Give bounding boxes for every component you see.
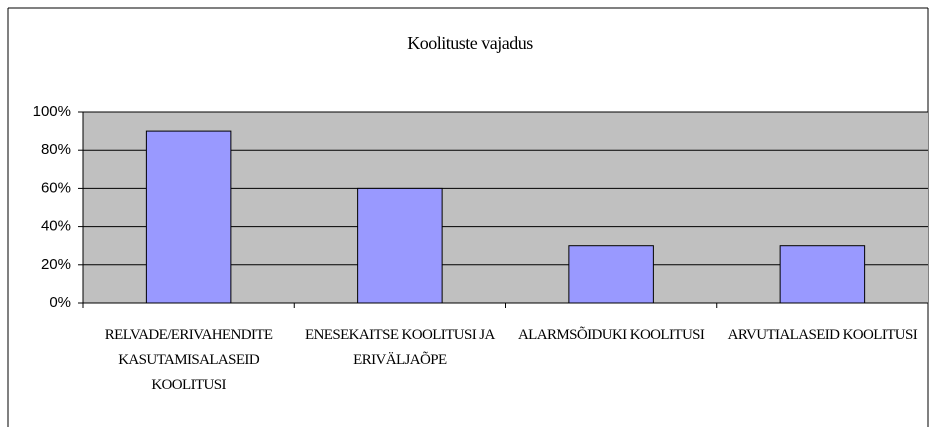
y-tick-label: 20% xyxy=(41,256,71,273)
y-tick-label: 80% xyxy=(41,141,71,158)
x-tick-label: ALARMSÕIDUKI KOOLITUSI xyxy=(517,327,705,343)
x-tick-label: RELVADE/ERIVAHENDITE KASUTAMISALASEID KO… xyxy=(104,327,273,393)
y-tick-label: 0% xyxy=(49,294,71,311)
x-tick-label: ENESEKAITSE KOOLITUSI JA ERIVÄLJAÕPE xyxy=(305,327,495,368)
y-tick-label: 100% xyxy=(33,103,71,120)
y-tick-label: 60% xyxy=(41,179,71,196)
chart-title: Koolituste vajadus xyxy=(407,33,533,53)
bar xyxy=(779,245,866,304)
y-tick-label: 40% xyxy=(41,218,71,235)
x-tick-label: ARVUTIALASEID KOOLITUSI xyxy=(727,327,918,343)
bar xyxy=(568,245,654,304)
bar xyxy=(357,187,443,304)
bar xyxy=(145,130,232,304)
